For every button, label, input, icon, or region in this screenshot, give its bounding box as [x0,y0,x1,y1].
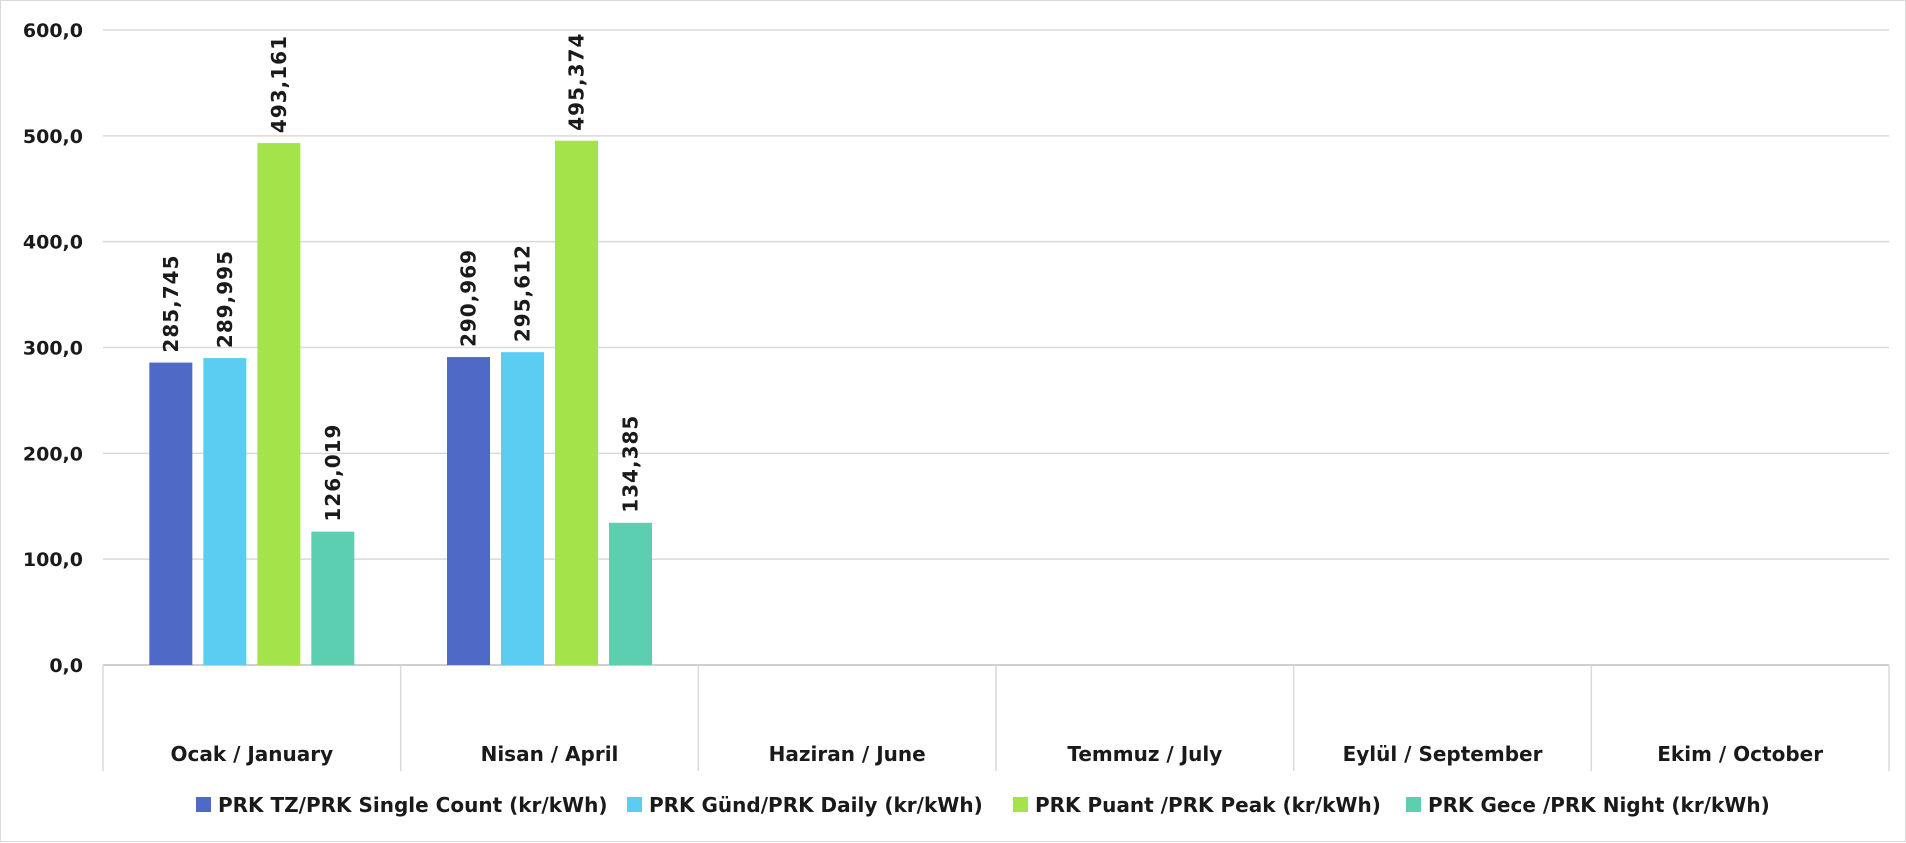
bar [555,140,598,665]
legend-swatch [196,797,211,812]
legend-swatch [1406,797,1421,812]
category-label: Ocak / January [170,742,333,766]
category-labels: Ocak / January Nisan / April Haziran / Jun… [170,742,1823,766]
category-label: Nisan / April [481,742,619,766]
data-label: 495,374 [565,33,589,131]
y-tick-label: 500,0 [23,126,83,148]
bar [149,362,193,665]
bar [203,358,247,665]
category-label: Temmuz / July [1067,742,1222,766]
y-tick-label: 200,0 [23,443,83,465]
bar [311,531,355,665]
y-tick-label: 100,0 [23,549,83,571]
legend-label: PRK TZ/PRK Single Count (kr/kWh) [218,793,607,817]
category-label: Ekim / October [1657,742,1823,766]
data-labels: 285,745 290,969 289,995 295,612 493,161 495,3… [159,33,643,522]
legend-label: PRK Puant /PRK Peak (kr/kWh) [1035,793,1381,817]
gridlines [103,29,1889,560]
data-label: 493,161 [267,35,291,133]
category-label: Haziran / June [769,742,926,766]
data-label: 289,995 [213,250,237,348]
bar [501,352,544,665]
y-axis-ticks: 0,0 100,0 200,0 300,0 400,0 500,0 600,0 [23,20,83,677]
data-label: 290,969 [457,249,481,347]
bar [257,143,301,665]
legend-swatch [1013,797,1028,812]
data-label: 295,612 [510,244,534,342]
y-tick-label: 600,0 [23,20,83,42]
y-tick-label: 0,0 [49,655,83,677]
bars [149,140,652,665]
legend: PRK TZ/PRK Single Count (kr/kWh) PRK Günd… [196,793,1770,817]
data-label: 126,019 [321,424,345,522]
category-label: Eylül / September [1343,742,1543,766]
y-tick-label: 300,0 [23,338,83,360]
category-table [102,664,1890,771]
legend-label: PRK Gece /PRK Night (kr/kWh) [1428,793,1770,817]
legend-label: PRK Günd/PRK Daily (kr/kWh) [649,793,983,817]
y-tick-label: 400,0 [23,232,83,254]
bar [447,357,490,665]
legend-swatch [627,797,642,812]
data-label: 134,385 [619,415,643,513]
bar [609,522,652,665]
data-label: 285,745 [159,254,183,352]
